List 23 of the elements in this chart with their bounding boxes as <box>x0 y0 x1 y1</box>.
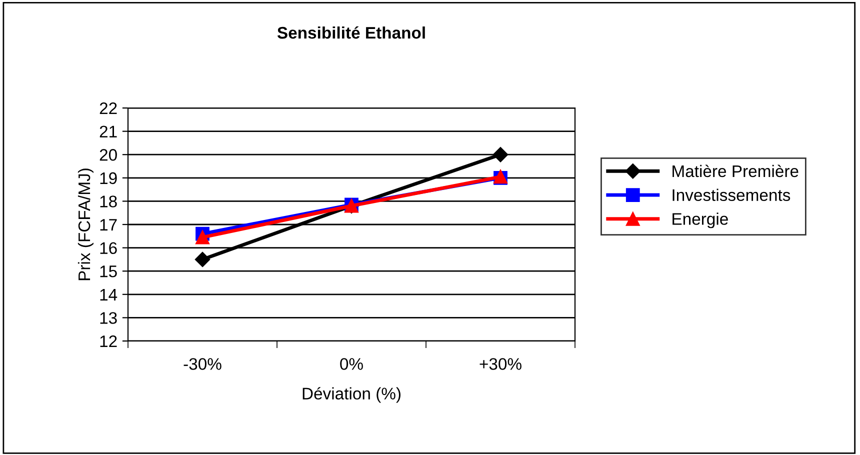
y-tick-label: 13 <box>100 312 117 324</box>
y-tick-label: 14 <box>100 288 118 300</box>
y-tick-label: 20 <box>100 149 117 161</box>
legend-label: Matière Première <box>672 164 798 178</box>
y-tick-label: 21 <box>100 126 117 138</box>
y-tick-label: 19 <box>100 172 117 184</box>
legend-label: Investissements <box>672 188 790 202</box>
point <box>194 252 210 268</box>
x-tick-label: -30% <box>184 358 222 370</box>
y-axis-title: Prix (FCFA/MJ) <box>78 168 94 280</box>
y-tick-label: 18 <box>100 196 117 208</box>
y-tick-label: 16 <box>100 242 117 254</box>
chart-title: Sensibilité Ethanol <box>277 26 425 39</box>
y-tick-label: 22 <box>100 102 117 114</box>
x-tick-label: 0% <box>340 358 363 370</box>
x-axis-title: Déviation (%) <box>302 387 400 403</box>
legend-label: Energie <box>672 212 728 228</box>
point <box>196 230 210 244</box>
y-tick-label: 17 <box>100 219 117 231</box>
point <box>492 147 508 162</box>
y-tick-label: 15 <box>100 266 117 278</box>
y-tick-label: 12 <box>100 335 117 348</box>
x-tick-label: +30% <box>480 358 522 370</box>
